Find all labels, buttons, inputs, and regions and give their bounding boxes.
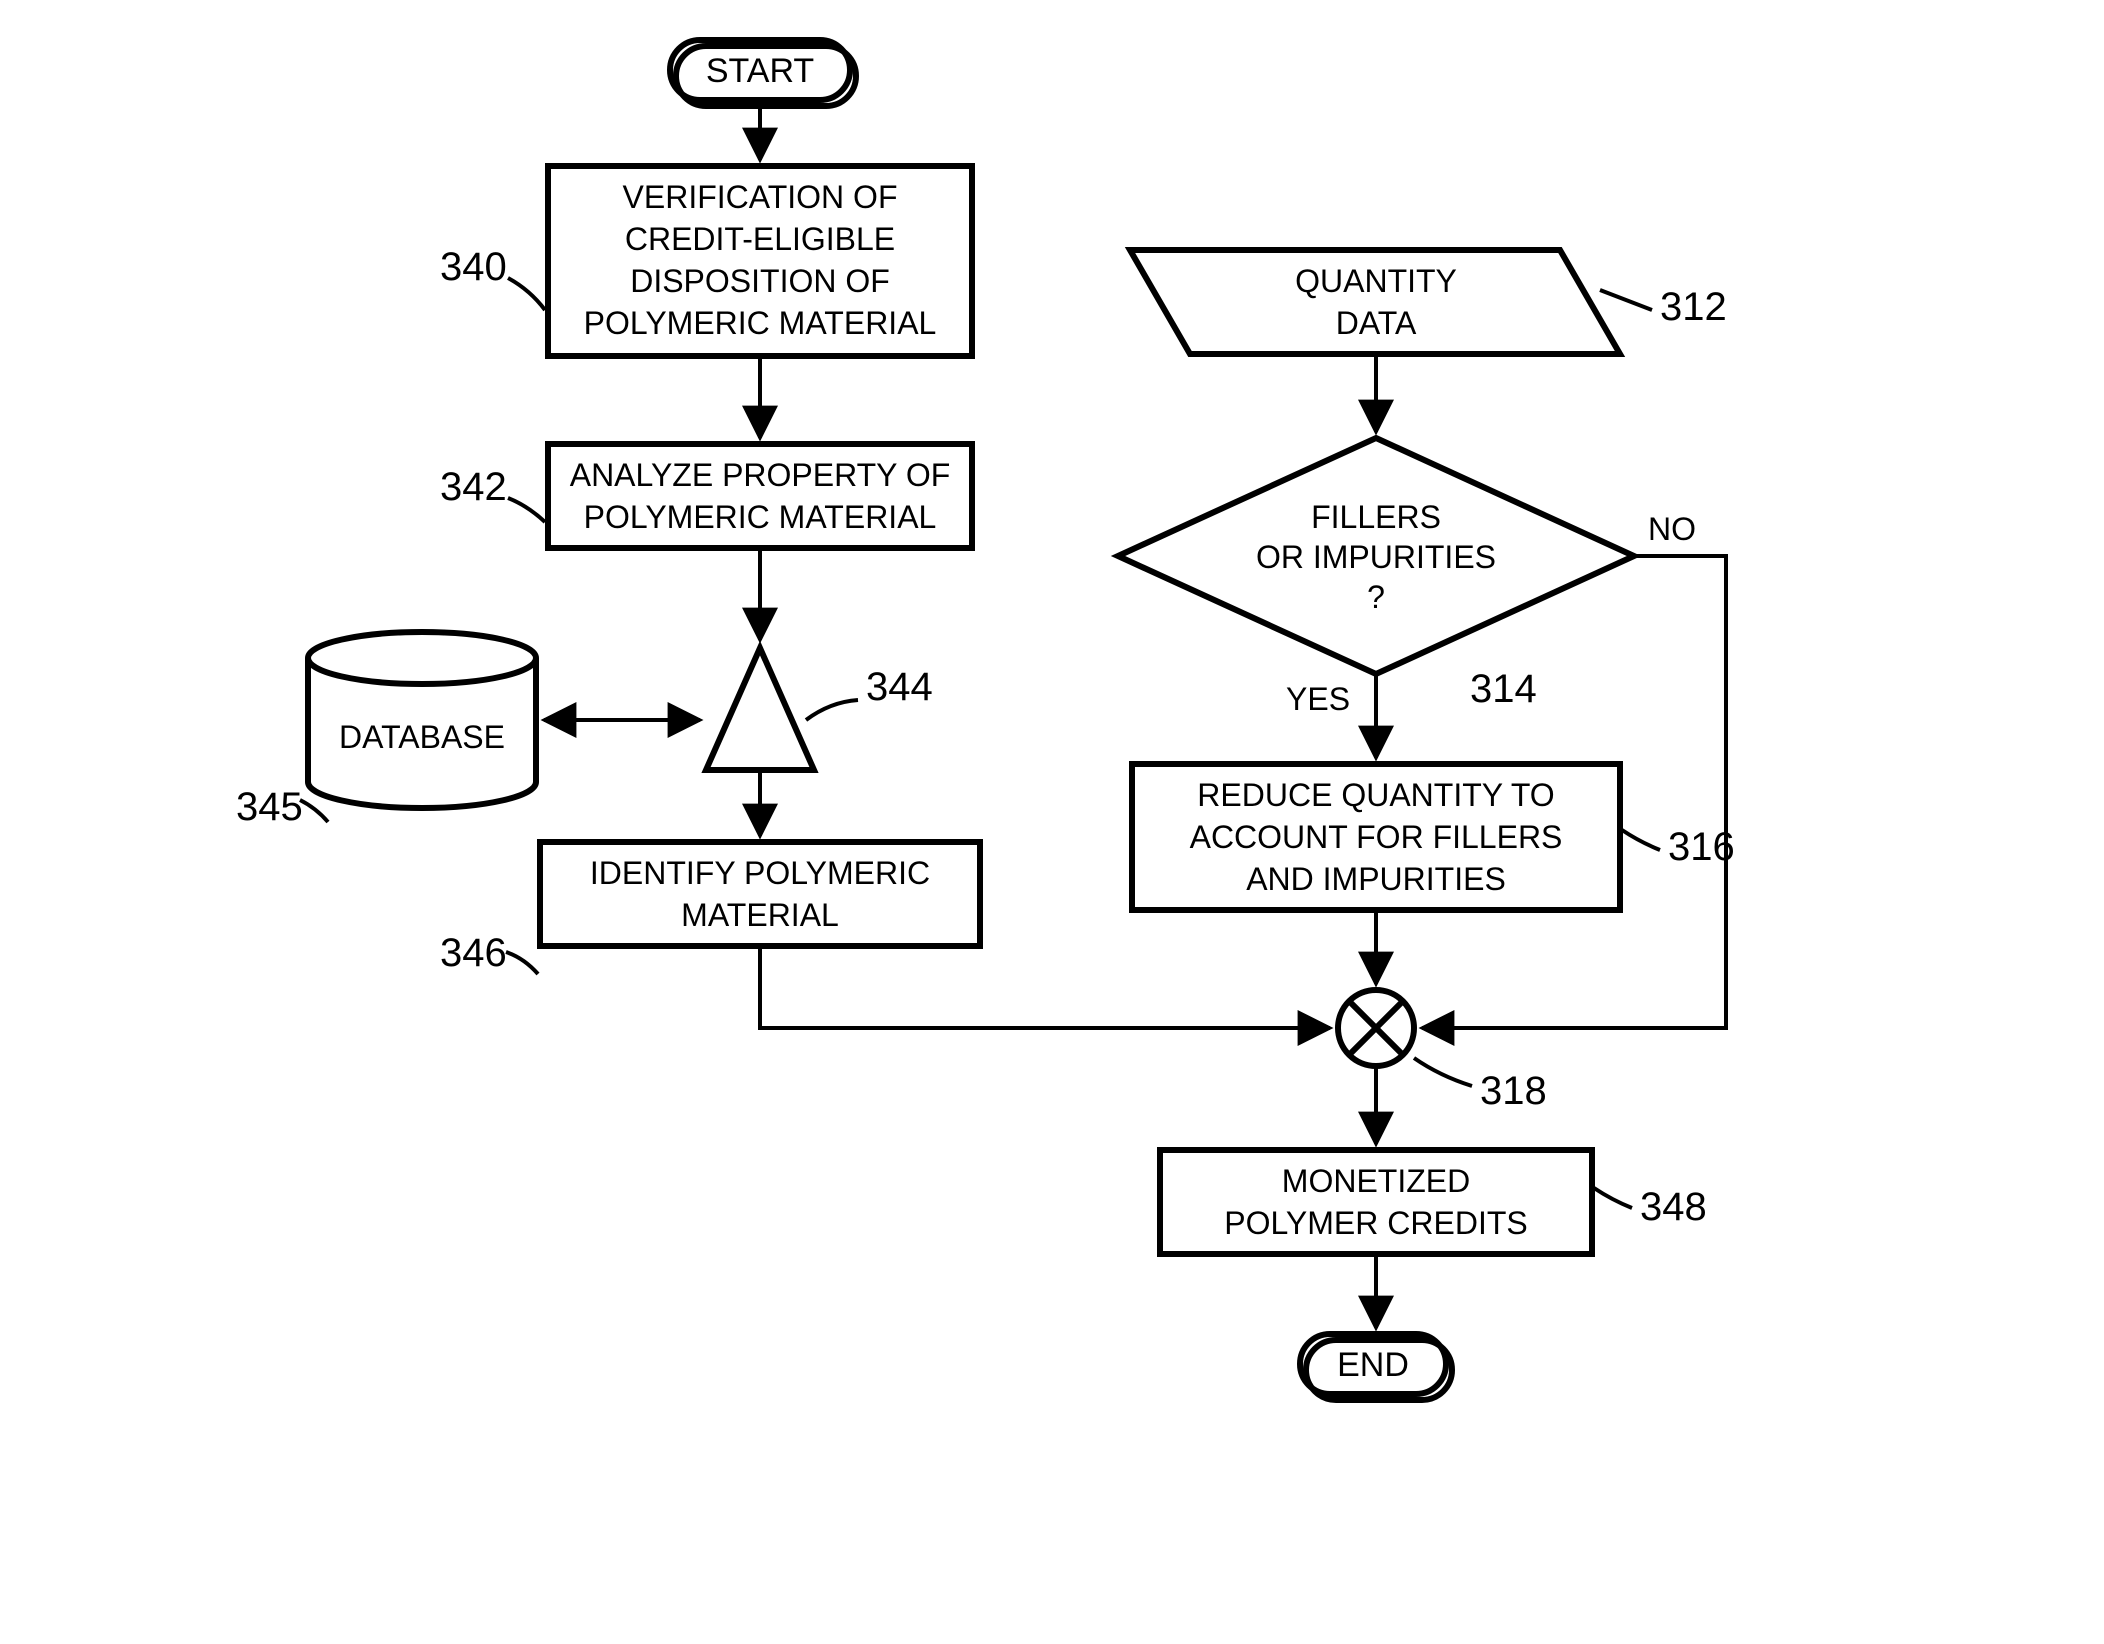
node-345-label: DATABASE [339, 719, 505, 755]
node-314-line0: FILLERS [1311, 499, 1441, 535]
ref-345: 345 [236, 785, 303, 829]
decision-no-label: NO [1648, 511, 1696, 547]
ref-344: 344 [866, 665, 933, 709]
ref-348: 348 [1640, 1185, 1707, 1229]
ref-344-leader [806, 700, 858, 720]
ref-346-leader [506, 952, 538, 974]
ref-312: 312 [1660, 285, 1727, 329]
ref-340: 340 [440, 245, 507, 289]
node-345-database: DATABASE [308, 632, 536, 808]
node-348-line1: POLYMER CREDITS [1224, 1205, 1527, 1241]
node-314-line1: OR IMPURITIES [1256, 539, 1496, 575]
node-340-line1: CREDIT-ELIGIBLE [625, 221, 895, 257]
node-314-decision: FILLERS OR IMPURITIES ? [1118, 438, 1634, 674]
node-340-line2: DISPOSITION OF [630, 263, 890, 299]
node-346-line1: MATERIAL [681, 897, 839, 933]
ref-346: 346 [440, 931, 507, 975]
node-312-line1: DATA [1336, 305, 1417, 341]
start-terminator: START [670, 40, 856, 106]
ref-342: 342 [440, 465, 507, 509]
node-342-line1: POLYMERIC MATERIAL [584, 499, 937, 535]
node-312-line0: QUANTITY [1295, 263, 1457, 299]
node-346-line0: IDENTIFY POLYMERIC [590, 855, 930, 891]
node-340-line0: VERIFICATION OF [623, 179, 898, 215]
node-342: ANALYZE PROPERTY OF POLYMERIC MATERIAL [548, 444, 972, 548]
node-312-quantity-data: QUANTITY DATA [1130, 250, 1620, 354]
ref-314: 314 [1470, 667, 1537, 711]
node-340-line3: POLYMERIC MATERIAL [584, 305, 937, 341]
node-316-line0: REDUCE QUANTITY TO [1197, 777, 1554, 813]
node-316-line1: ACCOUNT FOR FILLERS [1190, 819, 1563, 855]
ref-316-leader [1622, 830, 1660, 850]
ref-318-leader [1414, 1058, 1472, 1086]
ref-345-leader [300, 800, 328, 822]
ref-318: 318 [1480, 1069, 1547, 1113]
ref-312-leader [1600, 290, 1652, 310]
node-318-summing [1338, 990, 1414, 1066]
node-340: VERIFICATION OF CREDIT-ELIGIBLE DISPOSIT… [548, 166, 972, 356]
ref-342-leader [508, 498, 545, 522]
node-344 [706, 648, 814, 770]
flowchart-canvas: START VERIFICATION OF CREDIT-ELIGIBLE DI… [0, 0, 2104, 1644]
decision-yes-label: YES [1286, 681, 1350, 717]
start-label: START [706, 52, 814, 90]
node-348-line0: MONETIZED [1282, 1163, 1470, 1199]
node-316-line2: AND IMPURITIES [1246, 861, 1506, 897]
edge-346-to-318 [760, 946, 1330, 1028]
node-342-line0: ANALYZE PROPERTY OF [570, 457, 951, 493]
ref-340-leader [508, 278, 545, 310]
node-316: REDUCE QUANTITY TO ACCOUNT FOR FILLERS A… [1132, 764, 1620, 910]
node-348: MONETIZED POLYMER CREDITS [1160, 1150, 1592, 1254]
ref-348-leader [1594, 1188, 1632, 1208]
end-terminator: END [1300, 1334, 1452, 1400]
node-314-line2: ? [1367, 579, 1385, 615]
end-label: END [1337, 1346, 1409, 1384]
node-346: IDENTIFY POLYMERIC MATERIAL [540, 842, 980, 946]
